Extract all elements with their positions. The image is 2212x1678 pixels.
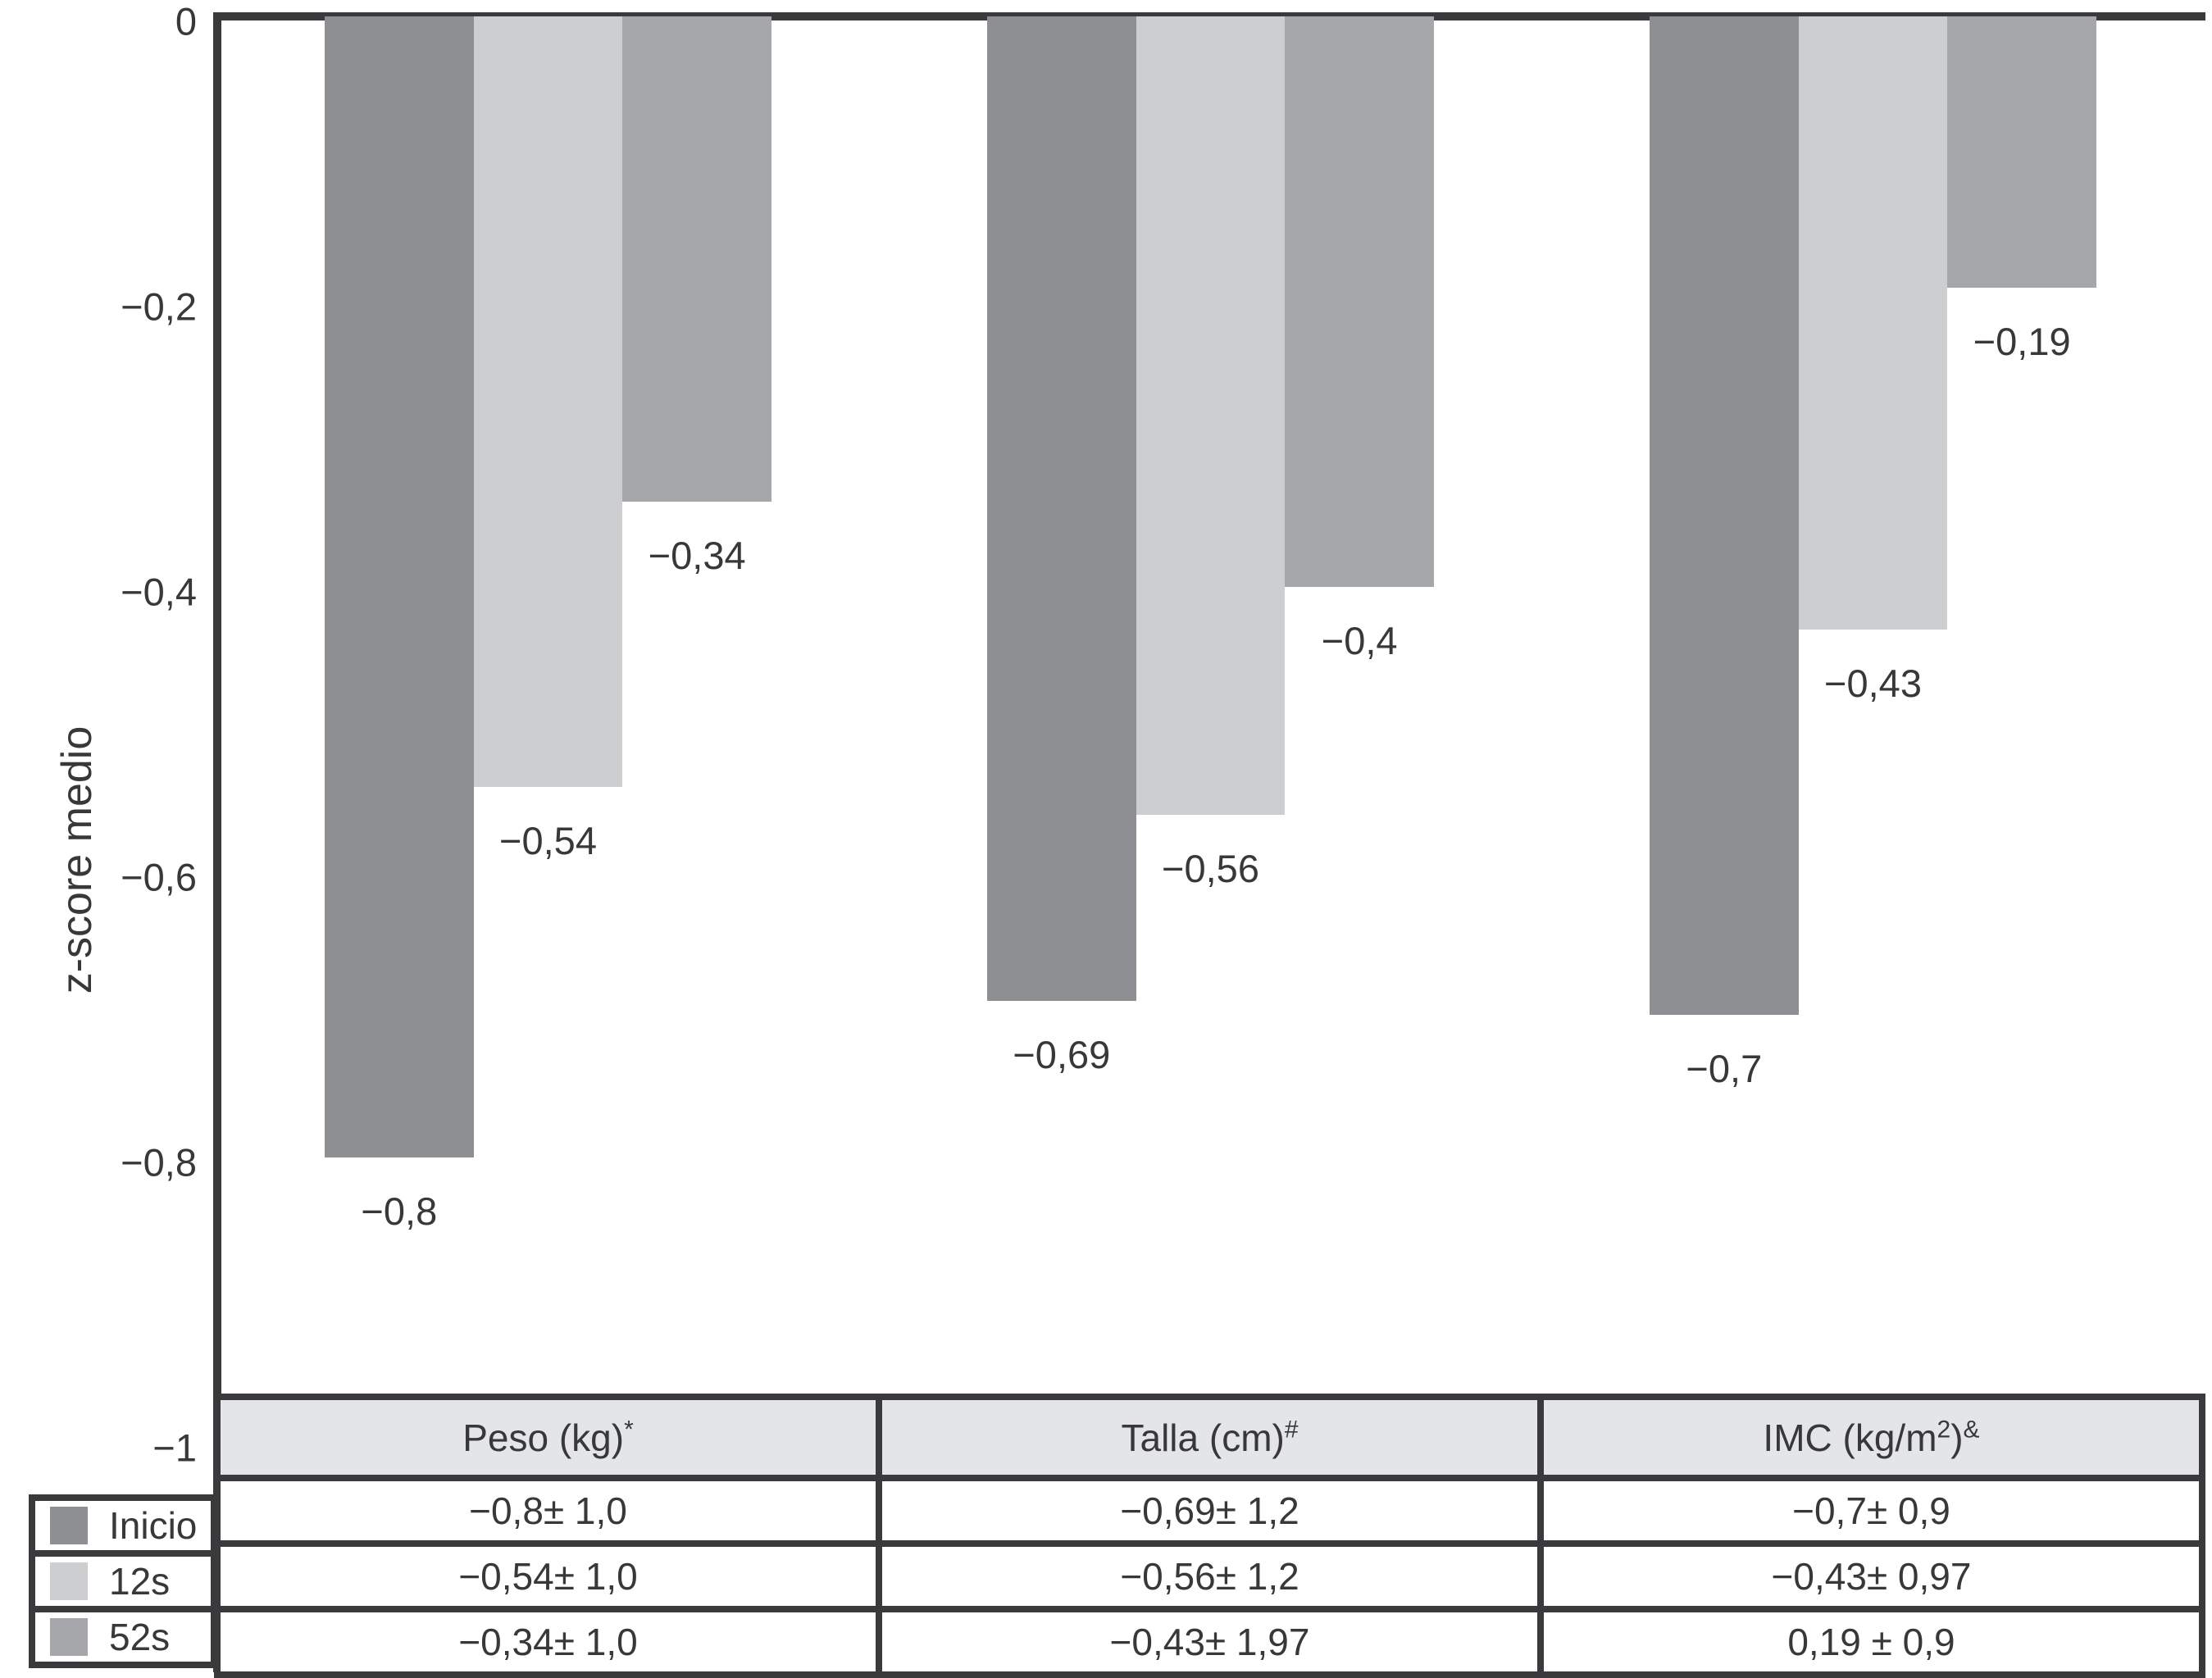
table-cell: −0,54± 1,0 <box>214 1540 882 1612</box>
y-tick-label: 0 <box>175 0 197 43</box>
bar <box>1798 16 1948 630</box>
table-cell: −0,43± 1,97 <box>876 1606 1544 1678</box>
bar-value-label: −0,8 <box>361 1189 438 1233</box>
legend-cell: 52s <box>29 1606 217 1668</box>
legend-label: 12s <box>109 1560 171 1603</box>
legend-swatch <box>50 1506 88 1544</box>
table-cell: −0,7± 0,9 <box>1537 1475 2205 1547</box>
bar <box>622 16 771 502</box>
bar-value-label: −0,4 <box>1321 619 1398 662</box>
bar <box>1285 16 1434 587</box>
table-cell: −0,56± 1,2 <box>876 1540 1544 1612</box>
table-cell: −0,43± 0,97 <box>1537 1540 2205 1612</box>
bar <box>1947 16 2096 288</box>
bar-value-label: −0,19 <box>1973 319 2071 363</box>
bar-value-label: −0,69 <box>1013 1032 1111 1076</box>
table-row: −0,8± 1,0 −0,69± 1,2 −0,7± 0,9 <box>214 1475 2205 1547</box>
legend-label: Inicio <box>109 1504 198 1547</box>
bar <box>325 16 474 1157</box>
bar <box>473 16 623 787</box>
legend-row: 12s <box>29 1550 217 1612</box>
bar-value-label: −0,56 <box>1162 847 1259 891</box>
bar <box>987 16 1136 1001</box>
legend: Inicio 12s 52s <box>29 1494 217 1668</box>
bar-value-label: −0,43 <box>1824 662 1922 706</box>
legend-swatch <box>50 1562 88 1600</box>
table-cell: −0,8± 1,0 <box>214 1475 882 1547</box>
y-tick-label: −0,6 <box>121 855 197 899</box>
y-tick-label: −1 <box>152 1426 197 1470</box>
table-cell: −0,34± 1,0 <box>214 1606 882 1678</box>
y-tick-label: −0,4 <box>121 570 197 614</box>
bar-value-label: −0,7 <box>1686 1047 1763 1090</box>
table-header-cell: Peso (kg)* <box>214 1394 882 1481</box>
legend-cell: Inicio <box>29 1494 217 1557</box>
table-cell: 0,19 ± 0,9 <box>1537 1606 2205 1678</box>
bar-value-label: −0,54 <box>499 818 597 862</box>
table-header-cell: IMC (kg/m2)& <box>1537 1394 2205 1481</box>
legend-swatch <box>50 1617 88 1656</box>
y-axis-line <box>213 12 221 1672</box>
table-header-cell: Talla (cm)# <box>876 1394 1544 1481</box>
legend-label: 52s <box>109 1616 171 1658</box>
table-row: −0,54± 1,0 −0,56± 1,2 −0,43± 0,97 <box>214 1540 2205 1612</box>
table-row: −0,34± 1,0 −0,43± 1,97 0,19 ± 0,9 <box>214 1606 2205 1678</box>
bar <box>1136 16 1286 816</box>
table-header-row: Peso (kg)* Talla (cm)# IMC (kg/m2)& <box>214 1394 2205 1481</box>
bar <box>1650 16 1799 1015</box>
legend-row: Inicio <box>29 1494 217 1557</box>
data-table: Peso (kg)* Talla (cm)# IMC (kg/m2)& −0,8± … <box>214 1394 2205 1678</box>
legend-cell: 12s <box>29 1550 217 1612</box>
bar-value-label: −0,34 <box>648 533 746 577</box>
y-tick-label: −0,2 <box>121 284 197 329</box>
legend-row: 52s <box>29 1606 217 1668</box>
y-tick-label: −0,8 <box>121 1140 197 1185</box>
table-cell: −0,69± 1,2 <box>876 1475 1544 1547</box>
